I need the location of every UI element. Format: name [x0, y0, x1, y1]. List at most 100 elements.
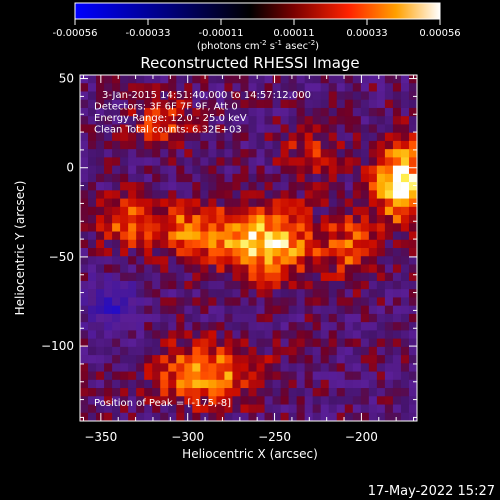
colorbar-tick-labels: -0.00056 -0.00033 -0.00011 0.00011 0.00033 0.…	[53, 28, 461, 39]
heatmap-cell	[384, 371, 394, 381]
heatmap-cell	[288, 404, 298, 414]
heatmap-cell	[200, 140, 209, 150]
heatmap-cell	[160, 190, 169, 199]
heatmap-cell	[216, 412, 225, 421]
heatmap-cell	[256, 248, 265, 257]
heatmap-cell	[272, 404, 281, 414]
heatmap-cell	[168, 107, 177, 117]
x-tick-label: −250	[258, 430, 291, 444]
heatmap-cell	[88, 223, 97, 232]
heatmap-cell	[120, 363, 129, 372]
heatmap-cell	[192, 107, 201, 117]
heatmap-cell	[272, 107, 281, 117]
heatmap-cell	[96, 206, 105, 216]
heatmap-cell	[280, 91, 290, 101]
heatmap-cell	[88, 330, 97, 340]
heatmap-cell	[352, 231, 362, 241]
heatmap-cell	[152, 338, 161, 348]
heatmap-cell	[224, 355, 233, 364]
heatmap-cell	[88, 363, 97, 372]
heatmap-cell	[376, 272, 386, 282]
heatmap-cell	[344, 305, 354, 315]
heatmap-cell	[392, 404, 402, 414]
heatmap-cell	[136, 256, 145, 265]
heatmap-cell	[344, 272, 354, 282]
heatmap-cell	[408, 215, 417, 224]
heatmap-cell	[184, 190, 193, 199]
heatmap-cell	[320, 149, 330, 158]
heatmap-cell	[144, 173, 153, 183]
heatmap-cell	[136, 83, 145, 92]
heatmap-cell	[288, 330, 298, 340]
heatmap-cell	[112, 289, 121, 298]
heatmap-cell	[344, 215, 354, 224]
heatmap-cell	[200, 305, 209, 315]
heatmap-cell	[104, 206, 113, 216]
heatmap-cell	[288, 182, 298, 191]
heatmap-cell	[304, 75, 314, 84]
heatmap-cell	[112, 173, 121, 183]
heatmap-cell	[360, 239, 370, 249]
heatmap-cell	[328, 91, 338, 101]
heatmap-cell	[392, 215, 402, 224]
heatmap-cell	[112, 124, 121, 134]
heatmap-cell	[128, 157, 137, 167]
y-tick-label: −100	[41, 339, 74, 353]
heatmap-cell	[208, 182, 217, 191]
heatmap-cell	[208, 140, 217, 150]
heatmap-cell	[88, 132, 97, 142]
heatmap-cell	[248, 83, 257, 92]
heatmap-cell	[392, 107, 402, 117]
heatmap-cell	[96, 165, 105, 175]
heatmap-cell	[336, 330, 346, 340]
heatmap-cell	[304, 313, 314, 323]
heatmap-cell	[168, 140, 177, 150]
heatmap-cell	[304, 264, 314, 274]
heatmap-cell	[248, 313, 257, 323]
heatmap-cell	[152, 157, 161, 167]
heatmap-cell	[168, 116, 177, 125]
heatmap-cell	[104, 190, 113, 199]
annotation-line: 3-Jan-2015 14:51:40.000 to 14:57:12.000	[102, 90, 311, 101]
heatmap-cell	[272, 256, 281, 265]
heatmap-cell	[368, 371, 378, 381]
heatmap-cell	[400, 289, 410, 298]
heatmap-cell	[168, 149, 177, 158]
heatmap-cell	[272, 289, 281, 298]
heatmap-cell	[264, 330, 273, 340]
heatmap-cell	[408, 280, 417, 290]
heatmap-cell	[408, 264, 417, 274]
heatmap-cell	[328, 412, 338, 421]
heatmap-cell	[184, 305, 193, 315]
heatmap-cell	[384, 388, 394, 397]
heatmap-cell	[232, 239, 241, 249]
heatmap-cell	[136, 248, 145, 257]
heatmap-cell	[256, 264, 265, 274]
heatmap-cell	[88, 355, 97, 364]
heatmap-cell	[176, 190, 185, 199]
heatmap-cell	[232, 371, 241, 381]
heatmap-cell	[152, 91, 161, 101]
heatmap-cell	[408, 75, 417, 84]
heatmap-cell	[256, 223, 265, 232]
heatmap-cell	[264, 248, 273, 257]
heatmap-cell	[248, 124, 257, 134]
heatmap-cell	[144, 75, 153, 84]
heatmap-cell	[328, 388, 338, 397]
heatmap-cell	[248, 379, 257, 389]
heatmap-cell	[88, 371, 97, 381]
heatmap-cell	[184, 297, 193, 307]
heatmap-cell	[104, 363, 113, 372]
heatmap-cell	[112, 149, 121, 158]
heatmap-cell	[96, 223, 105, 232]
heatmap-cell	[376, 190, 386, 199]
heatmap-cell	[88, 379, 97, 389]
heatmap-cell	[360, 215, 370, 224]
heatmap-cell	[336, 83, 346, 92]
heatmap-cell	[264, 149, 273, 158]
heatmap-cell	[184, 173, 193, 183]
heatmap-cell	[296, 91, 306, 101]
heatmap-cell	[168, 231, 177, 241]
heatmap-cell	[152, 223, 161, 232]
